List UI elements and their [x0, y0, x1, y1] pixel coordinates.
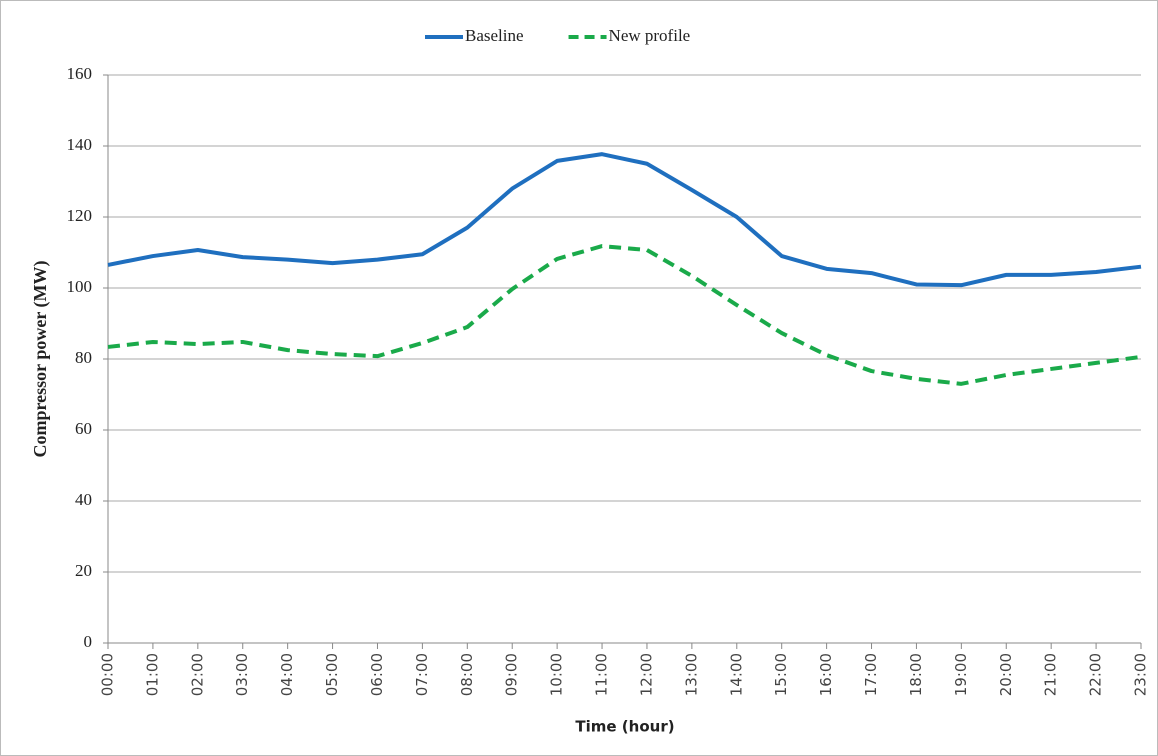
x-tick-label: 17:00	[862, 653, 880, 696]
y-tick-label: 120	[67, 206, 93, 225]
y-tick-label: 160	[67, 64, 93, 83]
x-tick-label: 12:00	[637, 653, 655, 696]
x-tick-label: 03:00	[233, 653, 251, 696]
x-tick-label: 04:00	[278, 653, 296, 696]
x-tick-label: 14:00	[727, 653, 745, 696]
x-tick-label: 23:00	[1132, 653, 1150, 696]
y-axis-label: Compressor power (MW)	[30, 261, 51, 458]
x-tick-label: 16:00	[817, 653, 835, 696]
x-tick-label: 13:00	[682, 653, 700, 696]
x-tick-label: 19:00	[952, 653, 970, 696]
x-axis-label: Time (hour)	[575, 718, 674, 736]
y-tick-label: 80	[75, 348, 92, 367]
legend-label: New profile	[609, 26, 691, 45]
x-tick-label: 08:00	[458, 653, 476, 696]
x-tick-label: 15:00	[772, 653, 790, 696]
data-line	[107, 244, 1142, 386]
y-tick-label: 20	[75, 561, 92, 580]
x-tick-label: 00:00	[99, 653, 117, 696]
y-tick-label: 140	[67, 135, 93, 154]
x-tick-label: 06:00	[368, 653, 386, 696]
x-tick-label: 21:00	[1042, 653, 1060, 696]
x-tick-label: 11:00	[593, 653, 611, 696]
x-tick-label: 09:00	[503, 653, 521, 696]
y-tick-label: 40	[75, 490, 92, 509]
y-tick-label: 60	[75, 419, 92, 438]
x-tick-label: 05:00	[323, 653, 341, 696]
x-tick-label: 02:00	[188, 653, 206, 696]
y-tick-label: 100	[67, 277, 93, 296]
legend-label: Baseline	[465, 26, 524, 45]
x-tick-label: 20:00	[997, 653, 1015, 696]
x-tick-label: 22:00	[1087, 653, 1105, 696]
y-tick-label: 0	[84, 632, 93, 651]
x-tick-label: 01:00	[143, 653, 161, 696]
data-line	[107, 152, 1142, 288]
x-tick-label: 10:00	[548, 653, 566, 696]
x-tick-label: 18:00	[907, 653, 925, 696]
x-tick-label: 07:00	[413, 653, 431, 696]
